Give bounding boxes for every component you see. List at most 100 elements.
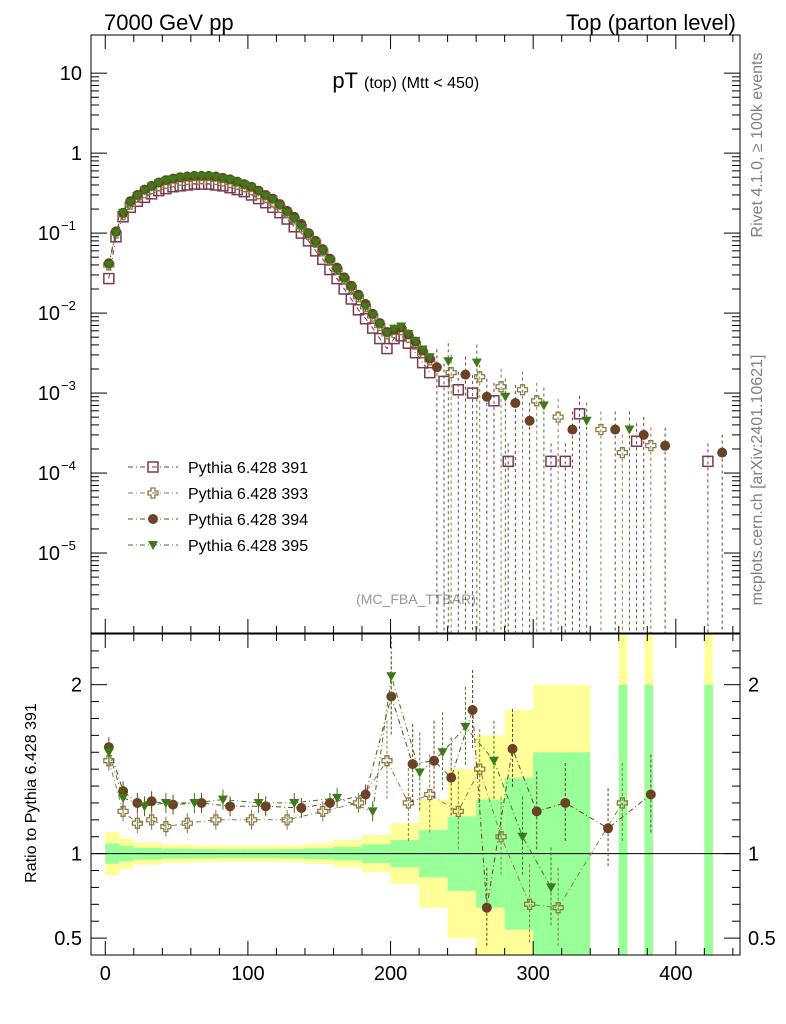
y-tick-label-exp: −2 — [61, 298, 76, 313]
data-point — [389, 324, 400, 334]
ratio-point — [446, 772, 457, 783]
data-point — [317, 246, 328, 256]
y-tick-label-exp: −5 — [61, 538, 76, 553]
x-tick-label: 300 — [516, 963, 549, 985]
tail-data-point — [538, 401, 549, 411]
data-point — [424, 366, 436, 379]
ratio-point — [552, 902, 564, 914]
tail-data-point — [460, 369, 471, 380]
tail-data-point — [660, 440, 671, 451]
y-tick-label-base: 10 — [38, 463, 60, 485]
ratio-series-4 — [103, 636, 557, 928]
tail-data-point — [645, 440, 657, 452]
ratio-point — [381, 755, 393, 767]
ratio-point — [289, 798, 300, 808]
data-point — [267, 195, 278, 205]
ratio-point — [645, 789, 656, 800]
inner-band-bin — [644, 684, 653, 955]
ratio-point — [429, 755, 440, 766]
ratio-point — [481, 902, 492, 913]
tail-data-point — [616, 446, 628, 459]
data-point — [417, 345, 428, 355]
plot-title: pT — [332, 68, 358, 93]
x-tick-label: 400 — [659, 963, 692, 985]
data-point — [339, 274, 350, 284]
data-point — [132, 192, 143, 202]
ratio-tick-label-left: 1 — [71, 844, 82, 866]
data-point — [367, 311, 378, 321]
tail-data-point — [531, 395, 543, 407]
ratio-point — [367, 807, 378, 817]
data-point — [182, 173, 193, 183]
tail-data-point — [481, 391, 492, 402]
tail-data-point — [431, 362, 442, 373]
inner-band-bin — [704, 684, 713, 955]
main-data-marks — [103, 170, 728, 633]
data-point — [289, 215, 300, 225]
x-tick-label: 0 — [100, 963, 111, 985]
main-frame — [90, 34, 741, 634]
tail-data-point — [567, 424, 578, 435]
ratio-tick-label-right: 2 — [748, 675, 759, 697]
data-point — [189, 172, 200, 182]
legend-marker — [147, 487, 159, 499]
series-2 — [103, 172, 657, 633]
tail-data-point — [638, 429, 649, 440]
mcplots-label: mcplots.cern.ch [arXiv:2401.10621] — [749, 355, 766, 606]
ratio-point — [452, 805, 464, 818]
ratio-point — [168, 799, 179, 810]
ratio-point — [132, 797, 143, 808]
data-point — [103, 260, 114, 270]
ratio-frame — [90, 633, 741, 956]
tail-data-point — [581, 416, 592, 426]
ratio-tick-label-right: 1 — [748, 844, 759, 866]
ratio-point — [488, 756, 499, 766]
energy-label: 7000 GeV pp — [104, 10, 234, 35]
ratio-y-ticks: 0.5 0.5 1 1 2 2 — [54, 650, 776, 950]
tail-data-point — [545, 455, 557, 468]
ratio-point — [474, 763, 486, 775]
tail-data-point — [502, 455, 514, 468]
y-tick-label-base: 10 — [38, 543, 60, 565]
data-point — [260, 192, 271, 202]
plot-subtitle: (top) (Mtt < 450) — [364, 75, 479, 92]
data-point — [374, 320, 385, 330]
data-point — [332, 265, 343, 275]
tail-data-point — [595, 423, 607, 436]
tail-data-point — [443, 357, 454, 367]
ratio-point — [324, 797, 335, 808]
tail-data-point — [624, 425, 635, 435]
ratio-point — [546, 883, 557, 893]
uncertainty-bands — [105, 634, 713, 955]
tail-data-point — [630, 435, 643, 447]
tail-data-point — [702, 455, 714, 468]
ratio-tick-label-right: 0.5 — [748, 928, 776, 950]
ratio-point — [317, 805, 329, 818]
ratio-point — [603, 823, 614, 834]
ratio-series-2 — [103, 720, 628, 948]
data-point — [160, 176, 171, 186]
ratio-point — [414, 768, 425, 778]
tail-data-point — [495, 381, 507, 393]
ratio-point — [296, 803, 307, 814]
data-point — [153, 179, 164, 189]
tail-data-point — [510, 398, 521, 409]
legend-label: Pythia 6.428 393 — [188, 486, 308, 503]
data-point — [381, 329, 392, 339]
y-tick-label-exp: −1 — [61, 218, 76, 233]
ratio-point — [245, 814, 258, 826]
data-point — [210, 173, 221, 183]
ratio-point — [210, 814, 222, 826]
data-point — [217, 174, 228, 184]
ratio-point — [145, 814, 158, 826]
legend-marker — [148, 541, 158, 550]
data-point — [118, 208, 129, 218]
tail-data-point — [573, 408, 586, 420]
ratio-point — [332, 793, 343, 803]
y-tick-label: 1 — [71, 143, 82, 165]
data-point — [346, 283, 357, 293]
data-point — [303, 230, 314, 240]
ratio-tick-label-left: 2 — [71, 675, 82, 697]
ratio-point — [117, 805, 129, 818]
data-point — [225, 176, 236, 186]
